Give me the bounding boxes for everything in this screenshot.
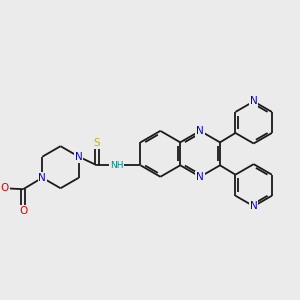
Text: N: N <box>250 96 257 106</box>
Text: NH: NH <box>110 161 124 170</box>
Text: N: N <box>196 172 204 182</box>
Text: N: N <box>250 201 257 211</box>
Text: O: O <box>1 183 9 194</box>
Text: O: O <box>19 206 27 216</box>
Text: N: N <box>75 152 82 162</box>
Text: S: S <box>94 138 100 148</box>
Text: N: N <box>38 173 46 183</box>
Text: N: N <box>196 126 204 136</box>
